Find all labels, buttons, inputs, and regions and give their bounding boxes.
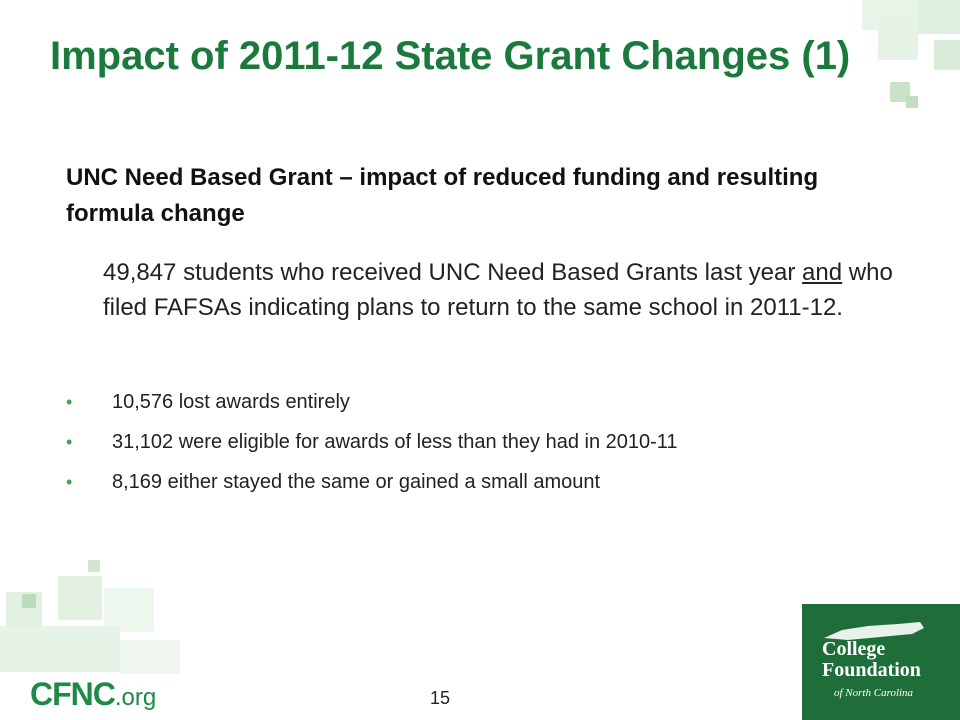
decor-square [918,0,960,34]
bullet-dot: • [66,472,73,492]
decor-square [58,576,102,620]
decor-square [890,82,910,102]
slide-title: Impact of 2011-12 State Grant Changes (1… [50,34,851,78]
page-number: 15 [429,688,451,708]
decor-square [88,560,100,572]
lead-text-before: 49,847 students who received UNC Need Ba… [103,259,803,286]
bullet-item: • 8,169 either stayed the same or gained… [66,472,926,512]
bullet-dot: • [66,392,73,412]
bullet-item: • 31,102 were eligible for awards of les… [66,432,926,472]
decor-square [0,626,120,672]
bullet-list: • 10,576 lost awards entirely • 31,102 w… [66,392,926,512]
decor-square [934,40,960,70]
college-foundation-logo: College Foundation of North Carolina [802,604,960,720]
decor-square [120,640,180,674]
cfnc-logo-main: CFNC [30,676,116,712]
decor-square [878,14,918,60]
bullet-text: 10,576 lost awards entirely [112,391,350,413]
bullet-dot: • [66,432,73,452]
logo-text-college: College [822,638,886,660]
bullet-item: • 10,576 lost awards entirely [66,392,926,432]
lead-paragraph: 49,847 students who received UNC Need Ba… [103,255,923,325]
decor-square [22,594,36,608]
subheading: UNC Need Based Grant – impact of reduced… [66,164,819,227]
logo-text-nc: of North Carolina [834,687,914,699]
decor-square [104,588,154,632]
bullet-text: 8,169 either stayed the same or gained a… [112,471,601,493]
lead-text-underlined: and [802,259,843,286]
lead-text-after: who filed FAFSAs indicating plans to ret… [103,259,893,321]
cfnc-logo-suffix: .org [114,684,157,711]
logo-text-foundation: Foundation [822,659,921,681]
decor-square [906,96,918,108]
cfnc-logo: CFNC.org [30,676,156,713]
bullet-text: 31,102 were eligible for awards of less … [112,431,678,453]
north-carolina-state-icon [824,622,924,640]
